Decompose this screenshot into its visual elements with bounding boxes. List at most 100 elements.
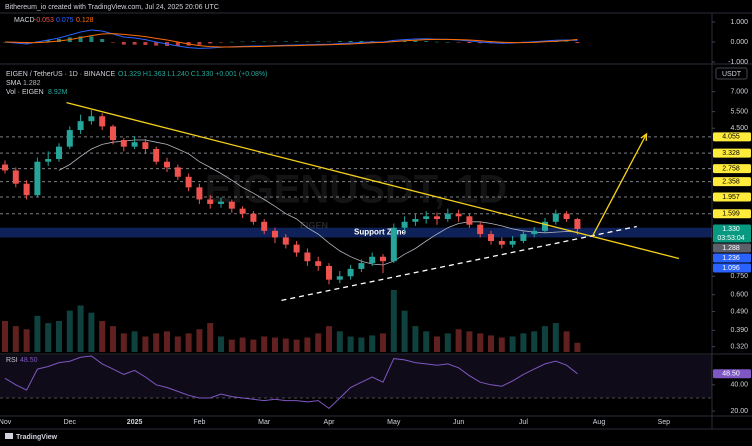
candle-body	[509, 240, 516, 245]
currency[interactable]: USDT	[722, 71, 742, 78]
y-tick-label: 1.000	[730, 19, 748, 26]
brand: TradingView	[16, 434, 58, 441]
volume-bar	[347, 336, 354, 352]
x-tick-label: May	[387, 419, 401, 426]
rsi-line	[4, 355, 578, 410]
volume-bar	[552, 323, 559, 352]
candle-body	[326, 265, 332, 280]
y-tick-label: 0.490	[730, 308, 748, 315]
volume-bar	[185, 333, 192, 352]
candle-body	[455, 213, 462, 217]
macd-histogram-bar	[121, 42, 126, 45]
volume-bar	[304, 337, 311, 352]
macd-histogram-bar	[251, 41, 256, 42]
level-tag	[713, 164, 751, 174]
volume-bar	[315, 333, 322, 352]
candle-body	[347, 268, 354, 277]
macd-histogram-bar	[100, 39, 105, 42]
candle-body	[434, 216, 440, 219]
candle-body	[77, 121, 84, 131]
trendline	[281, 225, 637, 302]
candle-body	[2, 164, 8, 171]
volume-bar	[455, 329, 462, 352]
macd-histogram-bar	[229, 41, 234, 43]
volume-bar	[282, 338, 289, 352]
volume-bar	[88, 312, 95, 352]
macd-line-value: 0.075	[56, 17, 74, 24]
volume-bar	[520, 333, 527, 352]
volume-value: 8.92M	[48, 89, 68, 96]
volume-bar	[477, 333, 484, 352]
candle-body	[272, 230, 278, 238]
level-tag	[713, 192, 751, 202]
volume-bar	[574, 342, 581, 352]
price-tag-label: 1.330	[722, 226, 740, 233]
candle-body	[401, 221, 408, 228]
y-tick-label: 0.000	[730, 39, 748, 46]
credit: Bithereum_io created with TradingView.co…	[5, 4, 219, 11]
candle-body	[228, 201, 235, 209]
volume-bar	[164, 331, 170, 352]
y-tick-label: 0.750	[730, 273, 748, 280]
candle-body	[531, 230, 538, 235]
tradingview-logo[interactable]: TradingView	[5, 433, 58, 441]
candle-body	[88, 116, 95, 122]
pane	[3, 29, 580, 49]
macd-histogram-bar	[402, 40, 407, 42]
macd-histogram-bar	[175, 42, 180, 46]
macd-histogram-bar	[154, 42, 159, 46]
volume-bar	[563, 331, 570, 352]
volume-bar	[174, 336, 181, 352]
macd-histogram-bar	[132, 42, 137, 45]
volume-bar	[261, 336, 268, 352]
x-tick-label: Nov	[0, 419, 12, 426]
volume-bar	[434, 336, 440, 352]
macd-histogram-bar	[262, 41, 267, 43]
candle-body	[444, 213, 451, 219]
candle-body	[153, 148, 160, 162]
candle-body	[56, 146, 62, 160]
support-zone	[0, 227, 712, 238]
candle-body	[380, 256, 386, 262]
candle-body	[520, 234, 527, 241]
candle-body	[315, 261, 322, 266]
volume-bar	[142, 336, 149, 352]
macd-histogram-bar	[294, 41, 299, 42]
logo-mark	[5, 433, 13, 439]
price-tag	[713, 263, 751, 273]
volume-bar	[120, 333, 127, 352]
macd-name: MACD	[14, 17, 35, 24]
x-tick-label: Jun	[453, 419, 464, 426]
currency-box[interactable]	[715, 67, 748, 80]
x-tick-label: Apr	[324, 419, 336, 426]
price-tag-label: 1.096	[722, 265, 740, 272]
volume-bar	[34, 315, 41, 352]
candle-body	[552, 213, 559, 222]
volume-bar	[412, 326, 419, 352]
candle-body	[390, 227, 397, 262]
price-tag-label: 1.288	[722, 245, 740, 252]
macd-histogram-bar	[337, 41, 342, 42]
x-tick-label: Aug	[593, 419, 606, 426]
volume-bar	[369, 335, 376, 352]
macd-histogram-bar	[78, 36, 83, 42]
macd-histogram-bar	[564, 41, 569, 42]
y-tick-label: 4.500	[730, 125, 748, 132]
candle-body	[358, 263, 365, 269]
price-tag	[713, 243, 751, 253]
candle-body	[239, 208, 246, 214]
candle-body	[110, 126, 116, 141]
rsi-band	[0, 355, 712, 398]
trendline	[66, 102, 680, 260]
candle-body	[34, 161, 41, 196]
volume-bar	[466, 331, 473, 352]
macd-histogram-bar	[478, 42, 483, 44]
macd-histogram-bar	[273, 41, 277, 43]
volume-bar	[444, 333, 451, 352]
volume-bar	[131, 331, 138, 352]
volume-bar	[110, 326, 116, 352]
candle-body	[369, 256, 376, 264]
rsi-name: RSI	[6, 357, 18, 364]
volume-bar	[293, 339, 300, 352]
